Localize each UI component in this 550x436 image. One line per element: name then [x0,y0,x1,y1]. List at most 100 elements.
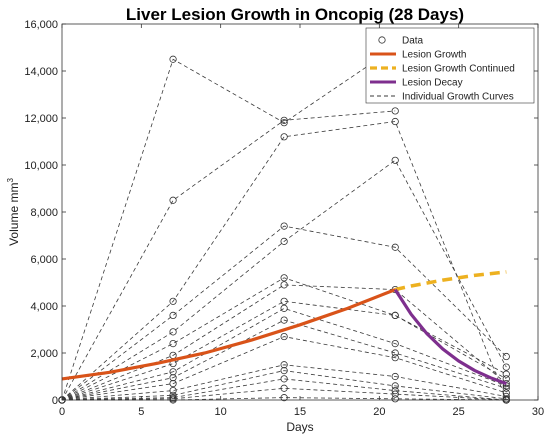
individual-growth-curve [61,225,507,401]
lesion-decay-line [393,288,507,386]
y-axis-label-superscript: 3 [6,178,15,183]
x-tick-label: 15 [294,406,306,418]
individual-growth-curve [61,159,507,401]
legend-label: Lesion Decay [402,78,463,89]
x-tick-label: 0 [59,406,65,418]
data-point [169,379,177,388]
data-point [280,332,288,341]
data-point [169,297,177,305]
data-point [169,196,177,204]
y-axis-ticks: 0 2,000 4,000 6,000 8,000 10,000 12,000 14,000 1… [24,19,538,407]
legend: Data Lesion Growth Lesion Growth Continued… [365,27,535,104]
data-point [391,354,399,362]
data-point [280,237,288,245]
y-tick-label: 2,000 [30,348,58,360]
data-point [391,372,399,381]
data-point [391,243,399,251]
individual-growth-curve [61,121,507,401]
data-point [502,370,510,378]
x-tick-label: 5 [138,406,144,418]
data-point [280,367,288,375]
data-point [280,304,288,312]
data-point [280,119,288,127]
legend-items: Data Lesion Growth Lesion Growth Continued… [370,36,515,103]
individual-growth-curve [61,110,396,401]
data-point [280,297,288,305]
data-point [169,311,177,319]
data-point [280,375,288,383]
data-point [391,349,399,357]
data-point [169,339,177,348]
legend-item: Lesion Growth Continued [370,64,515,75]
data-point [169,328,177,336]
data-point [391,339,399,348]
data-point [169,386,177,395]
plot-area [58,43,510,404]
legend-item: Individual Growth Curves [370,92,514,103]
legend-item: Data [378,36,424,47]
individual-growth-curve [61,319,507,401]
chart-title: Liver Lesion Growth in Oncopig (28 Days) [126,5,464,24]
x-tick-label: 25 [453,406,465,418]
y-tick-label: 0 [52,395,58,407]
data-point [391,395,399,403]
data-point [280,222,288,230]
individual-growth-curve [61,277,507,401]
y-tick-label: 16,000 [24,19,58,31]
legend-item: Lesion Growth [370,50,466,61]
individual-growth-curve [61,47,396,401]
data-point [391,382,399,390]
data-point [502,363,510,371]
data-point [280,116,288,124]
legend-label: Data [402,36,424,47]
data-point [169,374,177,382]
data-point [280,361,288,369]
individual-growth-curve [61,378,507,401]
data-point [391,386,399,395]
y-tick-label: 12,000 [24,113,58,125]
data-point [502,384,510,392]
data-point [502,352,510,361]
data-point [280,133,288,141]
legend-box [365,27,535,104]
data-point [280,274,288,282]
individual-growth-curve [61,300,507,401]
individual-growth-curve [61,284,507,401]
legend-label: Lesion Growth Continued [402,64,515,75]
legend-label: Individual Growth Curves [402,92,514,103]
data-point [391,117,399,126]
y-axis-label-text: Volume mm [7,183,21,246]
data-point [169,391,177,399]
individual-growth-curve [61,370,507,401]
legend-marker [378,36,386,44]
legend-label: Lesion Growth [402,50,466,61]
individual-growth-curve [61,307,507,401]
data-point [169,368,177,376]
individual-growth-curve [61,336,507,401]
data-point [391,107,399,115]
y-tick-label: 14,000 [24,66,58,78]
individual-growth-curve [61,364,507,401]
y-tick-label: 6,000 [30,254,58,266]
data-point [280,394,288,402]
y-axis-label: Volume mm3 [6,178,21,246]
data-point [280,281,288,289]
y-tick-label: 4,000 [30,301,58,313]
data-point [280,384,288,392]
x-tick-label: 20 [373,406,385,418]
x-axis-label: Days [286,420,313,434]
x-tick-label: 30 [532,406,544,418]
y-tick-label: 8,000 [30,207,58,219]
data-point [280,316,288,324]
data-point [391,390,399,398]
y-tick-label: 10,000 [24,160,58,172]
x-tick-label: 10 [215,406,227,418]
data-point [169,55,177,63]
legend-item: Lesion Decay [370,78,463,89]
lesion-growth-line [61,288,396,381]
x-axis-ticks: 0 5 10 15 20 25 30 [59,24,544,418]
data-point [391,311,399,319]
lesion-growth-continued-line [394,270,507,292]
data-point [391,156,399,164]
